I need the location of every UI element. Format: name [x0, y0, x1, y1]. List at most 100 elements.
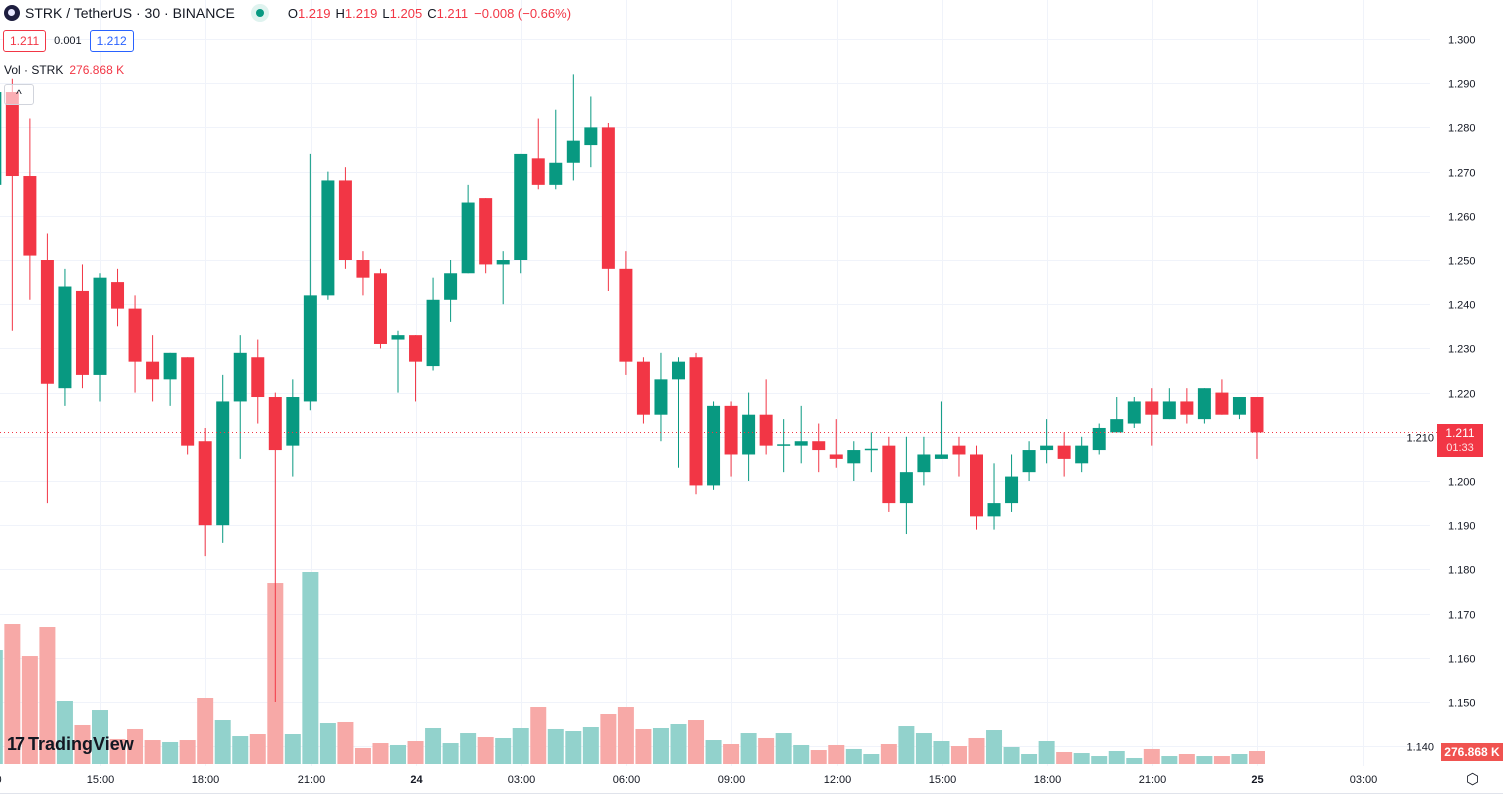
candle[interactable]	[724, 401, 738, 477]
tradingview-watermark[interactable]: 17 TradingView	[7, 734, 134, 755]
candle[interactable]	[338, 167, 352, 269]
candle-body	[549, 162, 563, 185]
candle[interactable]	[1092, 423, 1106, 455]
candle[interactable]	[373, 268, 387, 349]
candle[interactable]	[759, 379, 773, 455]
gear-icon[interactable]: ⬡	[1466, 771, 1480, 788]
volume-bar	[828, 744, 845, 764]
candle[interactable]	[496, 251, 510, 305]
candle[interactable]	[970, 445, 983, 530]
time-tick-label: 09:00	[718, 774, 746, 786]
candle[interactable]	[1162, 388, 1176, 420]
candle-body	[338, 180, 352, 260]
candle[interactable]	[321, 171, 335, 300]
candle[interactable]	[584, 96, 598, 168]
candle[interactable]	[829, 419, 843, 468]
candle[interactable]	[409, 335, 423, 402]
candle[interactable]	[917, 436, 931, 486]
price-tick-label: 1.210	[1406, 433, 1434, 445]
candle[interactable]	[23, 118, 37, 300]
candle[interactable]	[233, 335, 247, 459]
candle[interactable]	[847, 441, 861, 481]
collapse-legend-button[interactable]: ^	[4, 84, 34, 105]
candle[interactable]	[777, 419, 791, 473]
candle[interactable]	[1127, 397, 1141, 428]
candle-body	[777, 444, 791, 446]
volume-legend-label[interactable]: Vol · STRK	[4, 63, 64, 77]
sell-button[interactable]: 1.211	[3, 30, 47, 52]
candle-body	[864, 448, 878, 451]
candle[interactable]	[1057, 432, 1071, 477]
candle[interactable]	[1040, 419, 1054, 464]
candle[interactable]	[111, 268, 125, 327]
candle[interactable]	[303, 153, 317, 411]
candle[interactable]	[671, 357, 685, 468]
candle[interactable]	[899, 436, 913, 535]
candle[interactable]	[1232, 397, 1246, 420]
candle[interactable]	[444, 260, 458, 322]
high-value: 1.219	[344, 5, 378, 21]
candle[interactable]	[1197, 388, 1211, 424]
candle[interactable]	[794, 405, 808, 464]
candle[interactable]	[1110, 397, 1124, 433]
candle[interactable]	[934, 401, 948, 459]
candle[interactable]	[479, 198, 493, 274]
candle[interactable]	[689, 352, 703, 495]
candle[interactable]	[531, 118, 545, 190]
candle[interactable]	[742, 392, 756, 481]
candle[interactable]	[5, 78, 19, 331]
candle[interactable]	[268, 392, 282, 702]
candle[interactable]	[952, 436, 966, 477]
candle[interactable]	[426, 277, 440, 371]
candle[interactable]	[128, 295, 142, 393]
volume-bar	[319, 723, 336, 764]
candle[interactable]	[1215, 379, 1229, 415]
candle[interactable]	[707, 401, 721, 490]
volume-bar	[302, 572, 319, 764]
candle-body	[461, 202, 475, 274]
time-tick-label: 21:00	[298, 774, 326, 786]
candle[interactable]	[549, 109, 563, 190]
candle[interactable]	[146, 335, 160, 402]
candle[interactable]	[58, 268, 72, 406]
candle[interactable]	[251, 339, 265, 424]
candle[interactable]	[356, 251, 370, 296]
candle[interactable]	[216, 374, 230, 543]
candle[interactable]	[93, 273, 107, 402]
candle[interactable]	[636, 357, 650, 424]
high-label: H	[335, 5, 345, 21]
candle[interactable]	[0, 83, 2, 207]
candle[interactable]	[1005, 454, 1019, 512]
candle[interactable]	[1075, 436, 1089, 473]
candle[interactable]	[391, 330, 405, 393]
buy-button[interactable]: 1.212	[89, 30, 134, 52]
candle[interactable]	[163, 352, 177, 406]
candle-body	[163, 352, 177, 380]
candle-body	[987, 503, 1001, 517]
candle[interactable]	[987, 463, 1001, 530]
candle[interactable]	[461, 184, 475, 274]
candle[interactable]	[286, 379, 300, 477]
candle[interactable]	[882, 436, 896, 512]
candle[interactable]	[654, 352, 668, 442]
market-open-dot-icon[interactable]	[250, 4, 269, 22]
symbol-title[interactable]: STRK / TetherUS · 30 · BINANCE	[25, 5, 235, 21]
candle-body	[1180, 401, 1194, 415]
candle[interactable]	[1145, 388, 1159, 446]
candle[interactable]	[75, 264, 89, 389]
candle[interactable]	[864, 432, 878, 473]
candle[interactable]	[181, 357, 195, 455]
candle[interactable]	[1022, 441, 1036, 481]
candle[interactable]	[566, 74, 580, 181]
candle[interactable]	[812, 423, 826, 473]
candles	[0, 74, 1264, 702]
candle[interactable]	[1250, 397, 1264, 459]
candle[interactable]	[619, 251, 633, 375]
candle[interactable]	[40, 233, 54, 504]
candle[interactable]	[514, 153, 528, 274]
candle[interactable]	[601, 122, 615, 291]
candle[interactable]	[1180, 388, 1194, 424]
candle[interactable]	[198, 427, 212, 557]
